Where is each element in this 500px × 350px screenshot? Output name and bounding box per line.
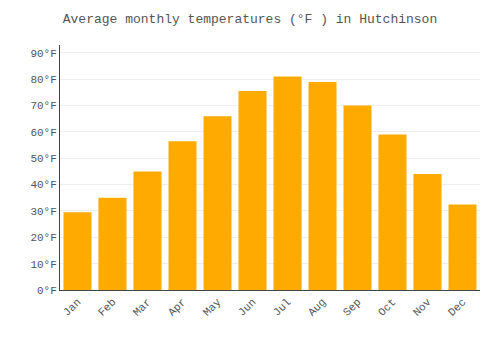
svg-text:Feb: Feb — [96, 296, 118, 318]
svg-text:Jan: Jan — [61, 296, 83, 318]
svg-text:Sep: Sep — [341, 296, 363, 318]
svg-text:70°F: 70°F — [30, 100, 56, 112]
svg-text:40°F: 40°F — [30, 179, 56, 191]
svg-text:Nov: Nov — [411, 296, 434, 319]
svg-text:Jul: Jul — [271, 296, 293, 318]
svg-text:May: May — [201, 296, 224, 319]
svg-text:80°F: 80°F — [30, 74, 56, 86]
svg-text:20°F: 20°F — [30, 232, 56, 244]
svg-text:Apr: Apr — [166, 296, 188, 318]
svg-text:50°F: 50°F — [30, 153, 56, 165]
svg-text:Jun: Jun — [236, 296, 258, 318]
svg-text:Average monthly temperatures (: Average monthly temperatures (°F ) in Hu… — [63, 12, 437, 27]
svg-text:Dec: Dec — [446, 296, 468, 318]
svg-text:10°F: 10°F — [30, 259, 56, 271]
svg-text:0°F: 0°F — [37, 285, 57, 297]
svg-text:60°F: 60°F — [30, 127, 56, 139]
svg-text:Aug: Aug — [306, 296, 328, 318]
svg-text:90°F: 90°F — [30, 48, 56, 60]
svg-text:30°F: 30°F — [30, 206, 56, 218]
svg-text:Mar: Mar — [131, 296, 153, 318]
svg-text:Oct: Oct — [376, 296, 398, 318]
